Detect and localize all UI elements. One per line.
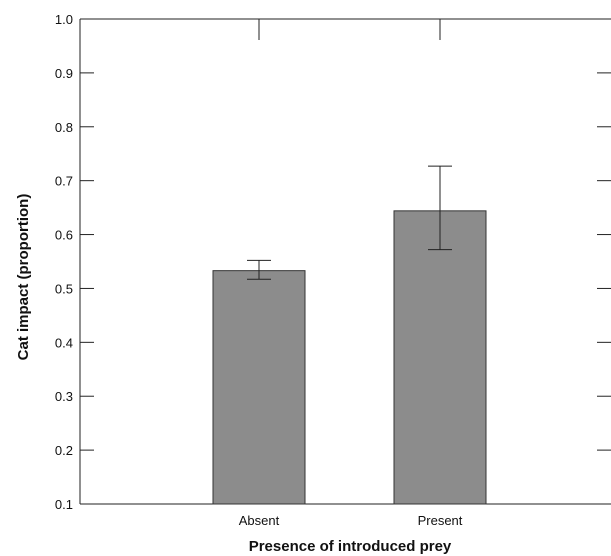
- error-bars: [247, 165, 452, 280]
- bar-absent: [212, 270, 306, 505]
- y-tick-label: 0.2: [55, 443, 73, 458]
- y-axis-ticks: 0.1 0.2 0.3 0.4 0.5 0.6 0.7 0.8 0.9 1.0: [55, 12, 611, 512]
- y-tick-label: 0.6: [55, 228, 73, 243]
- y-tick-label: 0.3: [55, 389, 73, 404]
- x-axis-title: Presence of introduced prey: [249, 538, 452, 555]
- bar-present: [393, 210, 487, 505]
- x-tick-label: Absent: [239, 513, 280, 528]
- bars: [212, 210, 487, 505]
- y-tick-label: 0.9: [55, 66, 73, 81]
- x-axis-ticks: Absent Present: [239, 19, 463, 528]
- plot-frame: [79, 18, 611, 505]
- y-tick-label: 1.0: [55, 12, 73, 27]
- y-tick-label: 0.5: [55, 281, 73, 296]
- y-tick-label: 0.1: [55, 497, 73, 512]
- y-tick-label: 0.4: [55, 335, 73, 350]
- y-axis-title: Cat impact (proportion): [15, 194, 32, 361]
- y-tick-label: 0.7: [55, 174, 73, 189]
- x-tick-label: Present: [418, 513, 463, 528]
- y-tick-label: 0.8: [55, 120, 73, 135]
